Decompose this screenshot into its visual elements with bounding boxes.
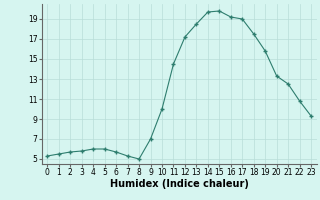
X-axis label: Humidex (Indice chaleur): Humidex (Indice chaleur) [110,179,249,189]
